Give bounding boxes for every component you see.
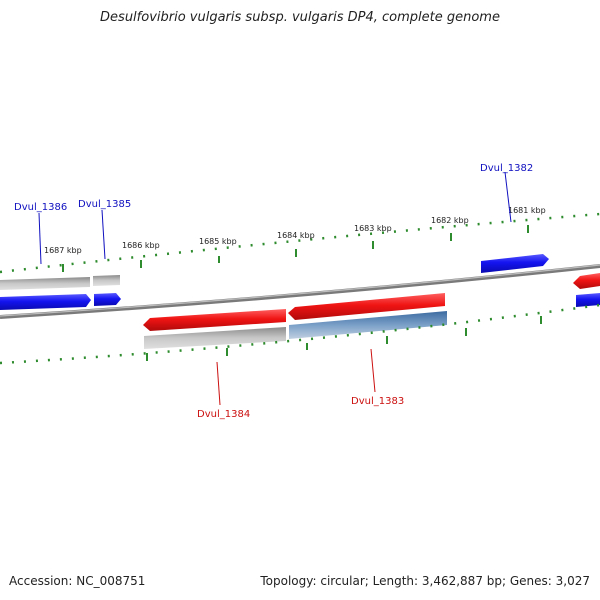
genome-summary-text: Topology: circular; Length: 3,462,887 bp… (260, 574, 590, 588)
kbp-label: 1684 kbp (277, 231, 315, 240)
label-leader (370, 348, 376, 393)
genome-backbone (0, 264, 600, 319)
gene-label-dvul-1386[interactable]: Dvul_1386 (14, 202, 67, 213)
outer-ruler (0, 212, 600, 274)
gene-label-dvul-1383[interactable]: Dvul_1383 (351, 396, 404, 407)
kbp-label: 1686 kbp (122, 241, 160, 250)
label-leader (101, 209, 106, 260)
forward-feature-bar[interactable] (0, 275, 120, 290)
gene-dvul-1383-arrow[interactable] (288, 293, 445, 320)
gene-dvul-1384-arrow[interactable] (143, 309, 286, 331)
label-leader (38, 212, 42, 265)
gene-dvul-1382-arrow[interactable] (481, 254, 549, 273)
gene-label-dvul-1385[interactable]: Dvul_1385 (78, 199, 131, 210)
gene-dvul-1385-arrow[interactable] (94, 293, 121, 306)
gene-label-dvul-1382[interactable]: Dvul_1382 (480, 163, 533, 174)
kbp-label: 1687 kbp (44, 246, 82, 255)
kbp-label: 1681 kbp (508, 206, 546, 215)
kbp-label: 1685 kbp (199, 237, 237, 246)
gene-right-edge-forward-arrow[interactable] (576, 293, 600, 307)
accession-text: Accession: NC_008751 (9, 574, 146, 588)
kbp-label: 1683 kbp (354, 224, 392, 233)
reverse-feature-bar[interactable] (144, 311, 447, 349)
map-title: Desulfovibrio vulgaris subsp. vulgaris D… (100, 10, 500, 25)
inner-ruler (0, 303, 600, 365)
kbp-label: 1682 kbp (431, 216, 469, 225)
gene-right-edge-reverse-arrow[interactable] (573, 273, 600, 289)
gene-label-dvul-1384[interactable]: Dvul_1384 (197, 409, 250, 420)
gene-dvul-1386-arrow[interactable] (0, 294, 91, 310)
label-leader (216, 361, 221, 406)
label-leader (504, 171, 512, 223)
